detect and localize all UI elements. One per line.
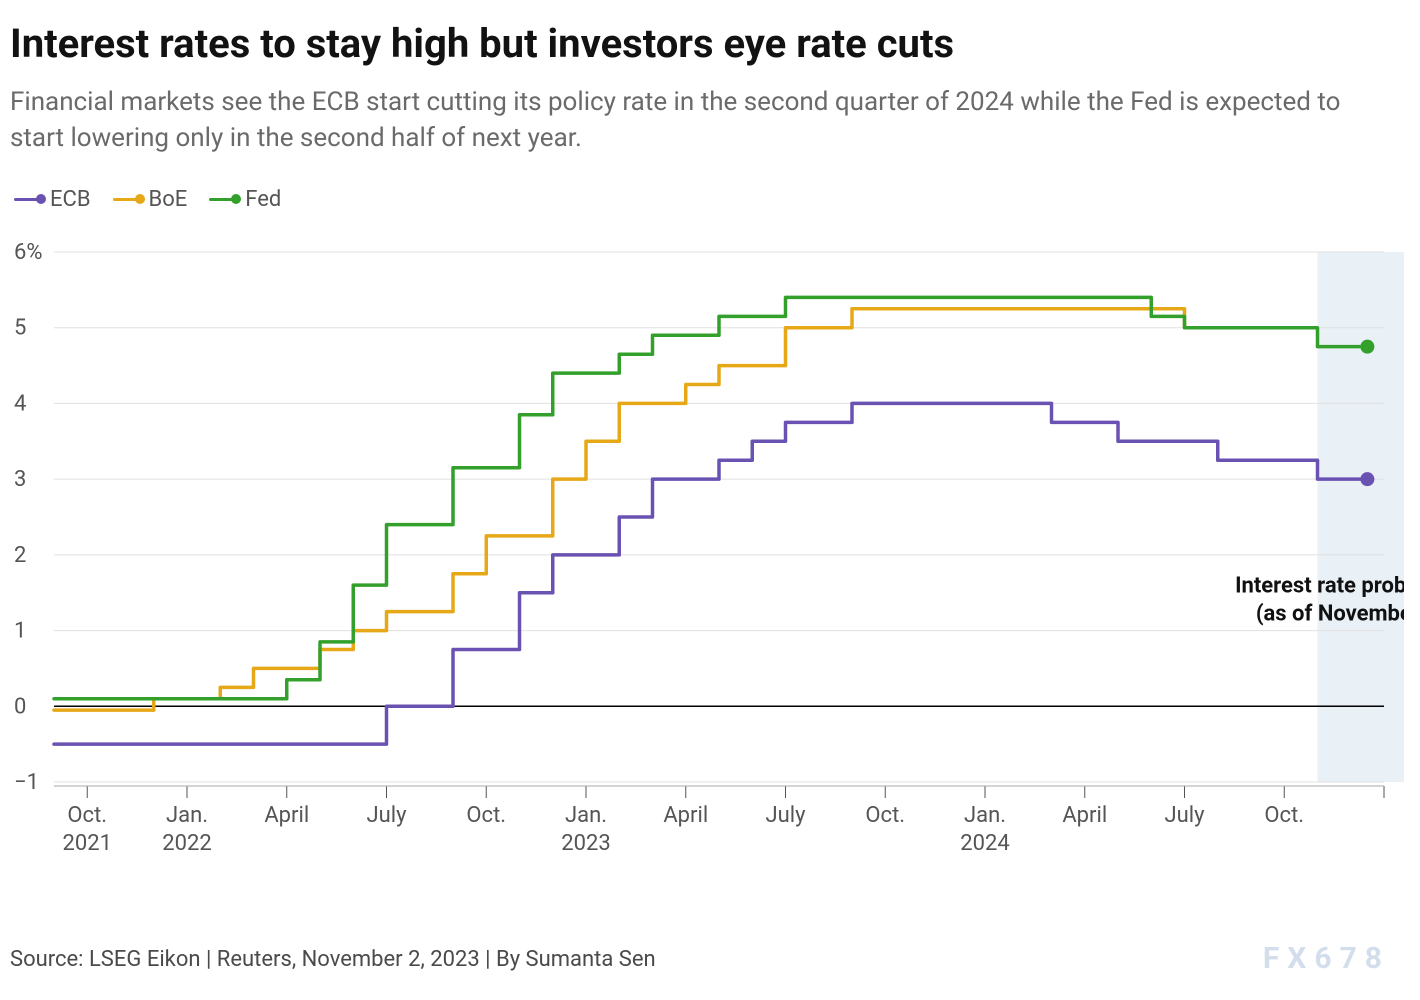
y-tick-label: 0 (14, 694, 26, 719)
chart-subtitle: Financial markets see the ECB start cutt… (10, 84, 1360, 157)
x-tick-label: Oct. (865, 803, 905, 828)
legend-dot-ecb (36, 194, 46, 204)
forecast-band (1318, 252, 1405, 782)
x-tick-label: July (1164, 803, 1205, 828)
source-line: Source: LSEG Eikon | Reuters, November 2… (10, 947, 656, 972)
x-tick-label: Jan. (166, 803, 208, 828)
x-tick-sublabel: 2023 (561, 831, 610, 856)
legend-item-ecb: ECB (14, 187, 91, 212)
legend-label-boe: BoE (149, 187, 188, 212)
chart-plot-area: −1 0 1 2 3 4 5 6% Oct. 2021 Jan. 2022 April July Oct. J… (14, 242, 1404, 862)
x-tick-label: April (264, 803, 309, 828)
legend-item-fed: Fed (209, 187, 281, 212)
legend-dot-fed (231, 194, 241, 204)
x-tick-label: April (663, 803, 708, 828)
y-tick-label: 4 (14, 391, 26, 416)
watermark: FX678 (1263, 941, 1390, 976)
series-end-dot-ecb (1360, 472, 1374, 486)
legend-label-ecb: ECB (50, 187, 91, 212)
y-tick-label: 5 (14, 315, 26, 340)
y-tick-label: 1 (14, 618, 26, 643)
x-tick-sublabel: 2022 (162, 831, 211, 856)
legend-swatch-ecb (14, 193, 44, 205)
legend-dot-boe (135, 194, 145, 204)
y-tick-label: 2 (14, 543, 26, 568)
x-tick-label: Jan. (565, 803, 607, 828)
series-line-ecb (54, 403, 1367, 744)
y-tick-label: 3 (14, 467, 26, 492)
series-line-boe (54, 309, 1201, 710)
x-tick-sublabel: 2024 (960, 831, 1009, 856)
legend-label-fed: Fed (245, 187, 281, 212)
series-line-fed (54, 297, 1367, 698)
x-tick-label: July (765, 803, 806, 828)
legend-swatch-fed (209, 193, 239, 205)
legend-item-boe: BoE (113, 187, 188, 212)
chart-title: Interest rates to stay high but investor… (10, 20, 1400, 68)
x-tick-label: July (366, 803, 407, 828)
chart-svg: −1 0 1 2 3 4 5 6% Oct. 2021 Jan. 2022 April July Oct. J… (14, 242, 1404, 862)
legend-swatch-boe (113, 193, 143, 205)
series-end-dot-fed (1360, 339, 1374, 353)
annotation-line2: (as of November 2) (1256, 601, 1404, 626)
legend: ECB BoE Fed (14, 187, 1400, 212)
y-tick-label: 6% (14, 242, 42, 265)
x-tick-label: Oct. (67, 803, 107, 828)
x-tick-label: Oct. (466, 803, 506, 828)
annotation-line1: Interest rate probability (1235, 573, 1404, 598)
chart-container: Interest rates to stay high but investor… (0, 0, 1420, 1000)
x-tick-sublabel: 2021 (63, 831, 112, 856)
x-tick-label: Jan. (964, 803, 1006, 828)
y-tick-label: −1 (14, 770, 39, 795)
x-tick-label: April (1062, 803, 1107, 828)
x-tick-label: Oct. (1264, 803, 1304, 828)
